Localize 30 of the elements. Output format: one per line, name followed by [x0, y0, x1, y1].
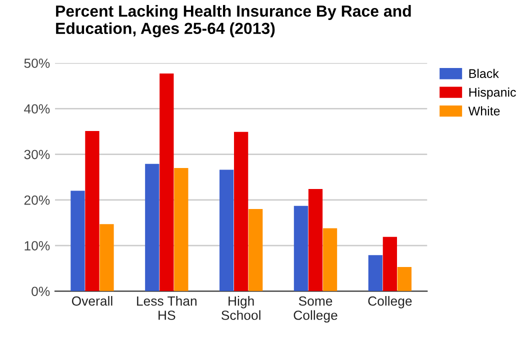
- y-tick-label: 50%: [24, 58, 50, 68]
- legend-label: Hispanic: [469, 88, 516, 100]
- y-tick-label: 40%: [24, 104, 50, 114]
- legend-label: Black: [469, 68, 499, 78]
- bar: [219, 170, 234, 292]
- x-tick-label: High School: [222, 296, 260, 320]
- bar: [397, 266, 412, 292]
- bar: [70, 190, 85, 292]
- bar: [160, 74, 174, 292]
- bar: [368, 255, 382, 292]
- y-tick-label: 10%: [24, 241, 50, 250]
- bar: [308, 188, 323, 292]
- y-tick-label: 0%: [32, 286, 50, 296]
- bar: [322, 228, 338, 292]
- bar: [145, 164, 160, 292]
- y-tick-label: 30%: [24, 150, 50, 160]
- x-tick-label: Overall: [72, 296, 112, 306]
- y-tick-label: 20%: [24, 195, 50, 205]
- x-tick-label: Less Than HS: [137, 296, 196, 320]
- x-tick-label: Some College: [294, 296, 338, 323]
- bar: [234, 132, 248, 292]
- bar: [85, 131, 100, 292]
- bar: [382, 236, 397, 292]
- bar: [174, 168, 188, 292]
- bar: [100, 224, 114, 292]
- x-tick-label: College: [368, 296, 412, 308]
- bar: [248, 209, 263, 292]
- legend-label: White: [468, 106, 500, 116]
- chart-title: Percent Lacking Health Insurance By Race and Education, Ages 25-64 (2013): [56, 5, 411, 38]
- bar: [294, 206, 308, 292]
